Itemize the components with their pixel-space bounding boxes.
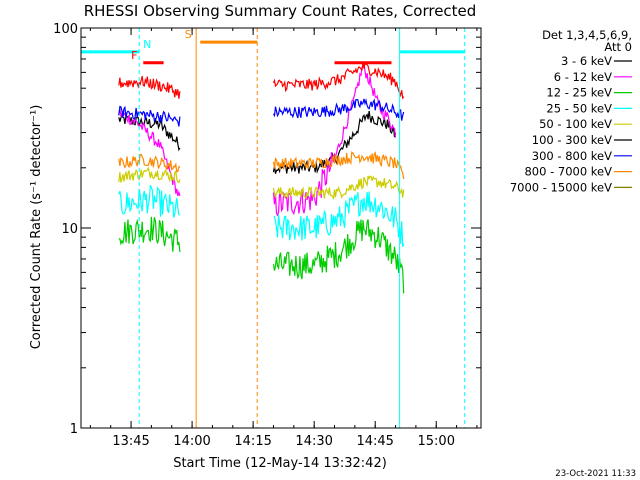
x-axis-label: Start Time (12-May-14 13:32:42) [173,456,387,471]
flag-label-F: F [131,49,137,62]
legend-label-6: 300 - 800 keV [532,149,612,163]
series-line-1 [118,60,397,217]
footer-date: 23-Oct-2021 11:33 [555,469,636,479]
y-tick-label-0: 1 [70,422,78,437]
x-tick-label-3: 14:30 [295,434,332,449]
legend-label-1: 6 - 12 keV [554,70,612,84]
y-axis-label: Corrected Count Rate (s⁻¹ detector⁻¹) [29,105,44,350]
chart-title: RHESSI Observing Summary Count Rates, Co… [84,2,477,20]
flag-label-S: S [185,28,192,41]
series-line-7 [118,151,405,180]
legend-label-8: 7000 - 15000 keV [510,180,612,194]
marker-layer: N S F [80,28,466,428]
y-tick-label-1: 10 [61,222,78,237]
series-line-6 [118,98,405,127]
flag-label-N: N [143,38,151,51]
legend-label-7: 800 - 7000 keV [524,165,612,179]
x-tick-label-0: 13:45 [112,434,149,449]
series-line-2 [118,216,405,294]
series-line-9 [118,61,405,100]
series-line-3 [118,184,405,247]
legend-label-2: 12 - 25 keV [546,86,612,100]
legend-label-5: 100 - 300 keV [532,133,612,147]
series-layer [118,60,405,294]
x-tick-label-1: 14:00 [173,434,210,449]
series-line-4 [118,166,405,201]
y-tick-label-2: 100 [53,22,78,37]
x-tick-label-5: 15:00 [418,434,455,449]
legend: Det 1,3,4,5,6,9,Att 03 - 6 keV 6 - 12 ke… [510,28,632,194]
legend-label-0: 3 - 6 keV [561,54,612,68]
x-tick-label-4: 14:45 [356,434,393,449]
x-tick-label-2: 14:15 [234,434,271,449]
legend-header-1: Att 0 [604,40,632,54]
axis-layer: 13:45 14:00 14:15 14:30 14:45 15:00 1 10 100 [53,22,481,449]
legend-label-3: 25 - 50 keV [546,101,612,115]
legend-label-4: 50 - 100 keV [539,117,612,131]
legend-header-0: Det 1,3,4,5,6,9, [542,28,632,42]
